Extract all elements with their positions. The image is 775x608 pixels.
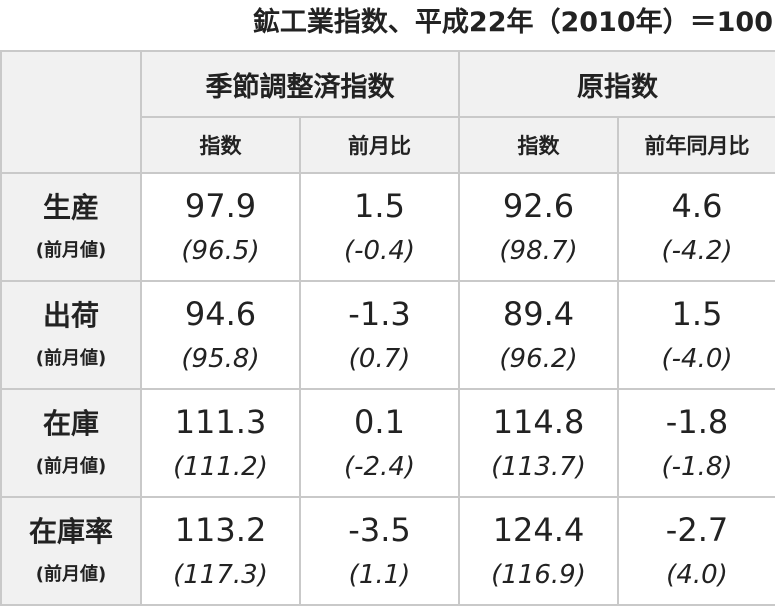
previous-value: (-2.4)	[343, 452, 416, 482]
previous-value: (113.7)	[491, 452, 586, 482]
previous-value: (-4.2)	[661, 236, 733, 266]
table-row-inventory: 在庫 (前月値) 111.3 (111.2) 0.1 (-2.4) 114.8 (11…	[0, 388, 775, 498]
col-header-original-index: 指数	[458, 116, 619, 174]
value-cell: 4.6 (-4.2)	[617, 172, 775, 282]
value-cell: 111.3 (111.2)	[140, 388, 301, 498]
row-header: 出荷 (前月値)	[0, 280, 142, 390]
current-value: 114.8	[492, 403, 585, 441]
current-value: 97.9	[184, 187, 257, 225]
row-header: 在庫率 (前月値)	[0, 496, 142, 606]
previous-value: (117.3)	[173, 560, 268, 590]
value-cell: 89.4 (96.2)	[458, 280, 619, 390]
current-value: 89.4	[502, 295, 575, 333]
row-header: 生産 (前月値)	[0, 172, 142, 282]
current-value: 94.6	[184, 295, 257, 333]
current-value: 4.6	[671, 187, 723, 225]
table-row-production: 生産 (前月値) 97.9 (96.5) 1.5 (-0.4) 92.6 (98.7)…	[0, 172, 775, 282]
value-cell: 113.2 (117.3)	[140, 496, 301, 606]
group-header-original: 原指数	[458, 50, 775, 118]
current-value: 113.2	[174, 511, 267, 549]
prev-month-label: (前月値)	[35, 456, 107, 477]
current-value: 124.4	[492, 511, 585, 549]
table-caption: 鉱工業指数、平成22年（2010年）＝100	[252, 7, 773, 38]
previous-value: (95.8)	[181, 344, 260, 374]
previous-value: (-0.4)	[343, 236, 416, 266]
current-value: 1.5	[671, 295, 723, 333]
previous-value: (96.5)	[181, 236, 260, 266]
previous-value: (-4.0)	[661, 344, 733, 374]
current-value: -1.8	[665, 403, 729, 441]
row-label: 生産	[42, 191, 99, 224]
col-header-seasonal-mom: 前月比	[299, 116, 460, 174]
value-cell: 124.4 (116.9)	[458, 496, 619, 606]
current-value: -3.5	[348, 511, 411, 549]
current-value: 111.3	[174, 403, 267, 441]
previous-value: (98.7)	[499, 236, 578, 266]
value-cell: 97.9 (96.5)	[140, 172, 301, 282]
prev-month-label: (前月値)	[35, 348, 107, 369]
value-cell: 94.6 (95.8)	[140, 280, 301, 390]
value-cell: -2.7 (4.0)	[617, 496, 775, 606]
table-row-inventory-ratio: 在庫率 (前月値) 113.2 (117.3) -3.5 (1.1) 124.4 (1…	[0, 496, 775, 606]
group-header-seasonal: 季節調整済指数	[140, 50, 460, 118]
value-cell: 114.8 (113.7)	[458, 388, 619, 498]
prev-month-label: (前月値)	[35, 564, 107, 585]
value-cell: -1.8 (-1.8)	[617, 388, 775, 498]
previous-value: (1.1)	[348, 560, 411, 590]
previous-value: (96.2)	[499, 344, 578, 374]
current-value: -1.3	[348, 295, 411, 333]
value-cell: 1.5 (-0.4)	[299, 172, 460, 282]
row-label: 出荷	[42, 299, 99, 332]
previous-value: (111.2)	[173, 452, 268, 482]
value-cell: -3.5 (1.1)	[299, 496, 460, 606]
col-header-seasonal-index: 指数	[140, 116, 301, 174]
previous-value: (4.0)	[666, 560, 728, 590]
row-header: 在庫 (前月値)	[0, 388, 142, 498]
current-value: 92.6	[502, 187, 575, 225]
previous-value: (116.9)	[491, 560, 586, 590]
value-cell: 1.5 (-4.0)	[617, 280, 775, 390]
previous-value: (-1.8)	[661, 452, 733, 482]
previous-value: (0.7)	[348, 344, 411, 374]
current-value: 1.5	[354, 187, 405, 225]
row-label: 在庫率	[28, 515, 113, 548]
corner-cell	[0, 50, 142, 174]
value-cell: -1.3 (0.7)	[299, 280, 460, 390]
value-cell: 92.6 (98.7)	[458, 172, 619, 282]
table-row-shipments: 出荷 (前月値) 94.6 (95.8) -1.3 (0.7) 89.4 (96.2)…	[0, 280, 775, 390]
current-value: -2.7	[665, 511, 729, 549]
row-label: 在庫	[42, 407, 99, 440]
prev-month-label: (前月値)	[35, 240, 107, 261]
col-header-original-yoy: 前年同月比	[617, 116, 775, 174]
index-table: 季節調整済指数 原指数 指数 前月比 指数 前年同月比 生産 (前月値) 97.…	[0, 50, 775, 606]
current-value: 0.1	[354, 403, 405, 441]
value-cell: 0.1 (-2.4)	[299, 388, 460, 498]
